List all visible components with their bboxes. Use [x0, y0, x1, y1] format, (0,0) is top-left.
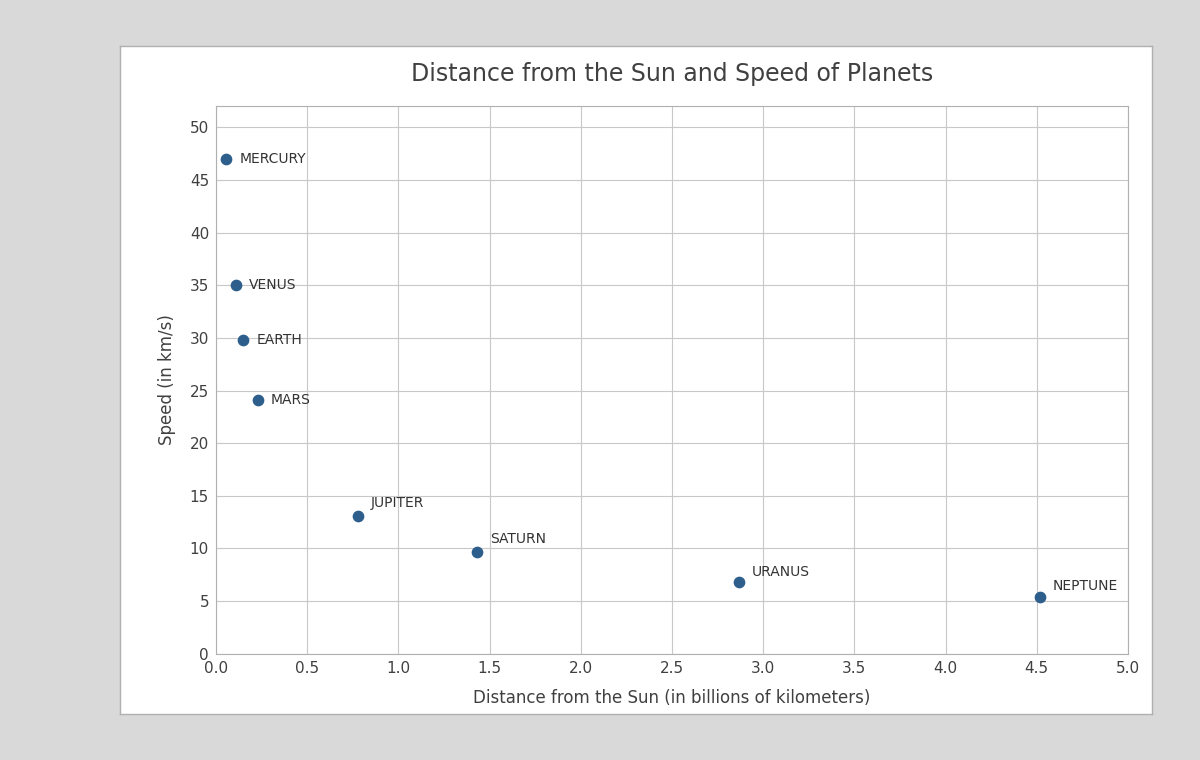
- Text: SATURN: SATURN: [490, 532, 546, 546]
- Text: EARTH: EARTH: [256, 333, 302, 347]
- X-axis label: Distance from the Sun (in billions of kilometers): Distance from the Sun (in billions of ki…: [473, 689, 871, 708]
- Point: [730, 576, 749, 588]
- Title: Distance from the Sun and Speed of Planets: Distance from the Sun and Speed of Plane…: [410, 62, 934, 87]
- Text: MARS: MARS: [270, 393, 311, 407]
- Point: [234, 334, 253, 346]
- Point: [1030, 591, 1049, 603]
- Point: [468, 546, 487, 558]
- Point: [348, 510, 367, 522]
- Text: NEPTUNE: NEPTUNE: [1052, 579, 1117, 594]
- Text: URANUS: URANUS: [751, 565, 810, 578]
- Y-axis label: Speed (in km/s): Speed (in km/s): [157, 315, 175, 445]
- Point: [217, 153, 236, 165]
- Text: MERCURY: MERCURY: [239, 152, 306, 166]
- Text: JUPITER: JUPITER: [371, 496, 425, 510]
- Point: [226, 279, 245, 291]
- Point: [248, 394, 268, 406]
- Text: VENUS: VENUS: [248, 278, 296, 293]
